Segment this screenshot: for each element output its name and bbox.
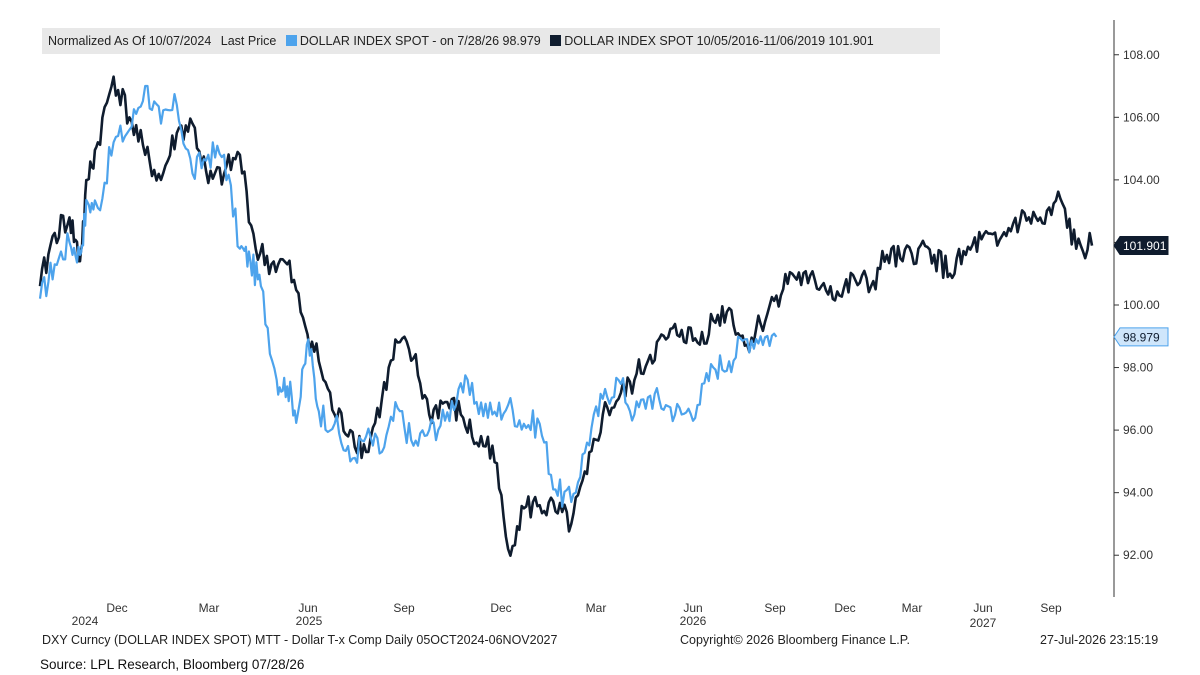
y-tick-label: 104.00 bbox=[1123, 173, 1160, 187]
legend-item-historical: DOLLAR INDEX SPOT 10/05/2016-11/06/2019 … bbox=[550, 28, 874, 54]
y-tick-label: 108.00 bbox=[1123, 48, 1160, 62]
series-line-current bbox=[38, 84, 778, 508]
y-tick-label: 100.00 bbox=[1123, 298, 1160, 312]
legend-label-current: DOLLAR INDEX SPOT - on 7/28/26 98.979 bbox=[299, 34, 541, 48]
legend-normalized-header: Normalized As Of 10/07/2024 bbox=[48, 34, 212, 48]
x-tick-label: Sep bbox=[764, 601, 786, 615]
x-tick-label: Sep bbox=[1040, 601, 1062, 615]
axis-layer: 92.0094.0096.0098.00100.00102.00104.0010… bbox=[72, 20, 1160, 630]
footer-copyright: Copyright© 2026 Bloomberg Finance L.P. bbox=[680, 633, 910, 647]
legend-swatch-historical bbox=[550, 35, 562, 46]
x-tick-label: Dec bbox=[490, 601, 511, 615]
legend-item-current: DOLLAR INDEX SPOT - on 7/28/26 98.979 bbox=[285, 28, 541, 54]
last-value-flag-current bbox=[1113, 327, 1169, 347]
x-tick-label: Jun bbox=[683, 601, 702, 615]
x-tick-label: Mar bbox=[586, 601, 607, 615]
series-line-historical bbox=[38, 75, 1094, 557]
x-tick-label: Jun bbox=[298, 601, 317, 615]
y-tick-label: 96.00 bbox=[1123, 423, 1153, 437]
series-layer bbox=[38, 75, 1094, 557]
y-tick-label: 106.00 bbox=[1123, 110, 1160, 124]
footer-timestamp: 27-Jul-2026 23:15:19 bbox=[1040, 633, 1159, 647]
y-tick-label: 94.00 bbox=[1123, 486, 1153, 500]
x-year-label: 2026 bbox=[680, 614, 707, 628]
legend-label-historical: DOLLAR INDEX SPOT 10/05/2016-11/06/2019 … bbox=[564, 34, 874, 48]
x-year-label: 2027 bbox=[970, 616, 997, 630]
x-year-label: 2024 bbox=[72, 614, 99, 628]
x-tick-label: Mar bbox=[199, 601, 220, 615]
x-tick-label: Dec bbox=[106, 601, 127, 615]
x-tick-label: Dec bbox=[834, 601, 855, 615]
last-value-text-historical: 101.901 bbox=[1123, 239, 1167, 253]
y-tick-label: 92.00 bbox=[1123, 548, 1153, 562]
legend-bar: Normalized As Of 10/07/2024 Last Price D… bbox=[42, 28, 940, 54]
last-value-label-layer: 98.979 101.901 bbox=[1113, 236, 1169, 347]
y-tick-label: 98.00 bbox=[1123, 361, 1153, 375]
footer-ticker-description: DXY Curncy (DOLLAR INDEX SPOT) MTT - Dol… bbox=[42, 633, 558, 647]
x-tick-label: Mar bbox=[902, 601, 923, 615]
last-value-flag-historical bbox=[1113, 236, 1169, 256]
x-year-label: 2025 bbox=[296, 614, 323, 628]
x-tick-label: Sep bbox=[393, 601, 415, 615]
x-tick-label: Jun bbox=[973, 601, 992, 615]
legend-swatch-current bbox=[285, 35, 297, 46]
last-value-text-current: 98.979 bbox=[1123, 330, 1160, 344]
source-note: Source: LPL Research, Bloomberg 07/28/26 bbox=[40, 657, 305, 672]
legend-field-label: Last Price bbox=[220, 34, 277, 48]
